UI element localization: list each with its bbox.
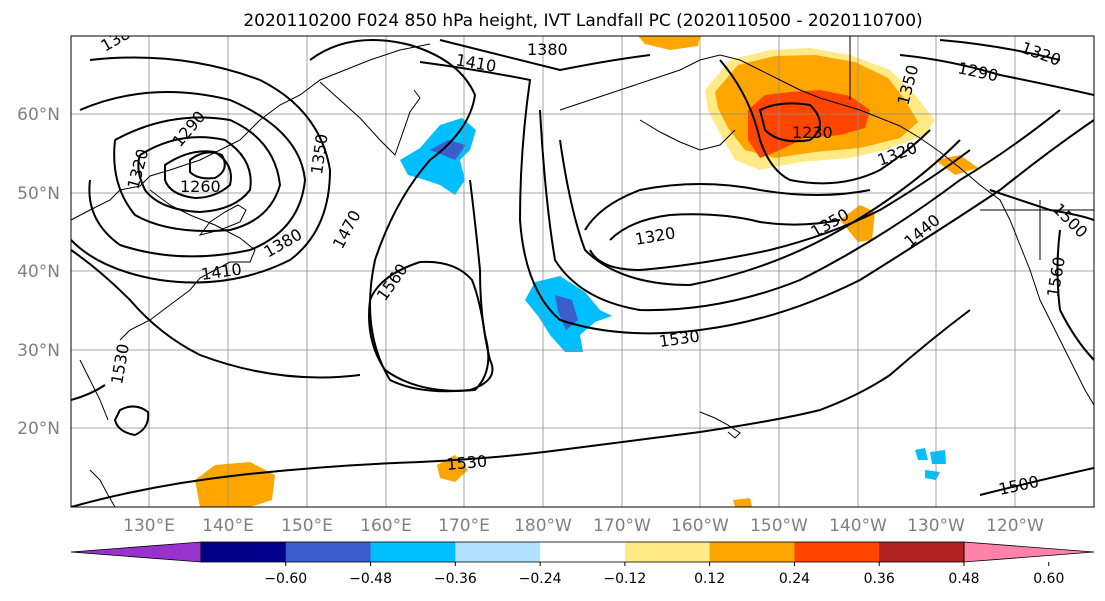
colorbar-frame bbox=[200, 541, 965, 563]
colorbar-tick-label: 0.48 bbox=[948, 571, 979, 587]
latitude-labels: 60°N 50°N 40°N 30°N 20°N bbox=[17, 105, 60, 439]
colorbar-tick-label: −0.48 bbox=[349, 571, 392, 587]
lat-label: 50°N bbox=[17, 184, 60, 204]
lon-label: 120°W bbox=[986, 516, 1044, 536]
colorbar-segment bbox=[879, 542, 965, 562]
contour-label: 1230 bbox=[792, 123, 833, 142]
colorbar-segment bbox=[201, 542, 287, 562]
colorbar-segment bbox=[540, 542, 626, 562]
lon-label: 180°W bbox=[514, 516, 572, 536]
contour-label: 1380 bbox=[527, 40, 568, 59]
colorbar-segment bbox=[455, 542, 541, 562]
colorbar: −0.60 −0.48 −0.36 −0.24 −0.12 0.12 0.24 0.36 0.4… bbox=[70, 541, 1095, 587]
map-frame bbox=[70, 35, 1095, 508]
lon-label: 150°E bbox=[281, 516, 333, 536]
lon-label: 140°E bbox=[202, 516, 254, 536]
colorbar-tick-label: −0.36 bbox=[434, 571, 477, 587]
lon-label: 150°W bbox=[750, 516, 808, 536]
lat-label: 60°N bbox=[17, 105, 60, 125]
lon-label: 160°E bbox=[360, 516, 412, 536]
contour-label: 1260 bbox=[180, 177, 221, 196]
colorbar-segment bbox=[370, 542, 456, 562]
lon-label: 170°W bbox=[593, 516, 651, 536]
height-contours bbox=[71, 39, 1094, 507]
colorbar-tick-label: 0.60 bbox=[1033, 571, 1064, 587]
colorbar-segment bbox=[794, 542, 880, 562]
lon-label: 170°E bbox=[438, 516, 490, 536]
lon-label: 160°W bbox=[671, 516, 729, 536]
graticule bbox=[71, 36, 1094, 507]
colorbar-segment bbox=[285, 542, 372, 562]
contour-label: 1530 bbox=[446, 452, 488, 474]
longitude-labels: 130°E 140°E 150°E 160°E 170°E 180°W 170°… bbox=[123, 516, 1044, 536]
coastlines bbox=[71, 36, 1094, 507]
lon-label: 130°W bbox=[907, 516, 965, 536]
colorbar-tick-label: 0.12 bbox=[694, 571, 725, 587]
colorbar-tick-label: 0.24 bbox=[779, 571, 810, 587]
colorbar-segment bbox=[709, 542, 795, 562]
lon-label: 140°W bbox=[829, 516, 887, 536]
lat-label: 30°N bbox=[17, 341, 60, 361]
map-title: 2020110200 F024 850 hPa height, IVT Land… bbox=[243, 11, 922, 31]
lon-label: 130°E bbox=[123, 516, 175, 536]
colorbar-extend-max bbox=[963, 541, 1095, 563]
ivt-shading bbox=[195, 36, 978, 507]
lat-label: 40°N bbox=[17, 262, 60, 282]
map-panel: 1380 1380 1410 1320 1290 1290 1320 1260 … bbox=[70, 35, 1095, 508]
colorbar-tick-label: −0.12 bbox=[603, 571, 646, 587]
positive-anomaly-gulf-of-alaska-max bbox=[748, 90, 870, 158]
colorbar-extend-min bbox=[70, 541, 202, 563]
colorbar-tick-label: 0.36 bbox=[864, 571, 895, 587]
colorbar-tick-label: −0.24 bbox=[519, 571, 562, 587]
negative-anomaly-kamchatka bbox=[400, 118, 476, 195]
lat-label: 20°N bbox=[17, 419, 60, 439]
colorbar-segment bbox=[624, 542, 711, 562]
colorbar-tick-label: −0.60 bbox=[264, 571, 307, 587]
